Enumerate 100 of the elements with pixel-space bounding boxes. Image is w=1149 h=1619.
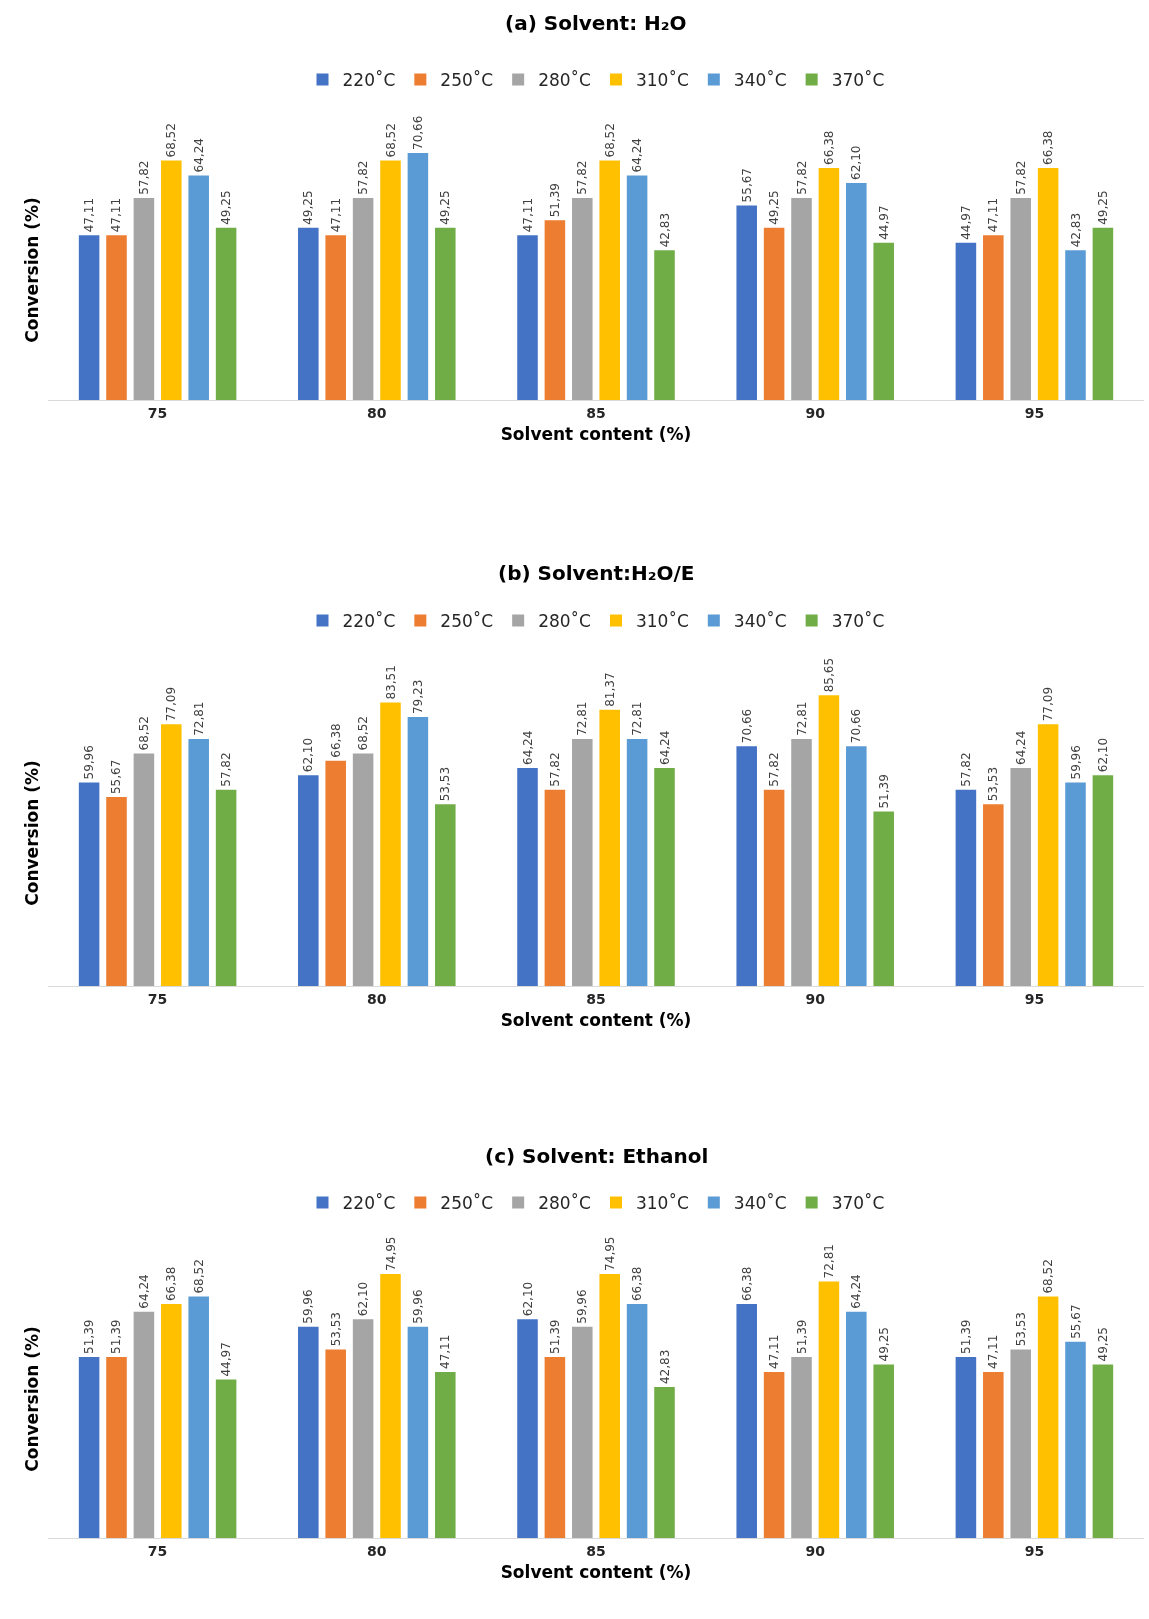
legend-label: 280˚C [538, 1193, 591, 1214]
bar [1065, 1341, 1086, 1538]
bar [1010, 197, 1031, 400]
bar [407, 717, 429, 986]
bar [955, 1356, 977, 1538]
data-label: 72,81 [821, 1244, 836, 1279]
data-label: 62,10 [301, 737, 316, 773]
bar [1010, 1349, 1031, 1538]
data-label: 57,82 [356, 160, 371, 195]
data-label: 49,25 [1095, 1327, 1110, 1362]
data-label: 85,65 [821, 657, 836, 693]
x-tick-label: 75 [147, 990, 168, 1007]
data-label: 64,24 [136, 1274, 151, 1309]
data-label: 74,95 [383, 1236, 398, 1271]
bar [846, 182, 867, 400]
bar [325, 760, 346, 986]
bar [106, 797, 127, 986]
data-label: 68,52 [356, 716, 371, 751]
data-label: 83,51 [383, 665, 398, 700]
legend-label: 370˚C [831, 70, 885, 91]
data-label: 66,38 [630, 1266, 645, 1302]
data-label: 57,82 [794, 160, 809, 195]
bar [380, 1273, 401, 1538]
bar [626, 738, 648, 986]
data-label: 72,81 [575, 701, 590, 736]
bar [352, 1319, 374, 1538]
data-label: 68,52 [191, 1259, 206, 1294]
bar [1037, 724, 1059, 986]
data-label: 49,25 [438, 190, 453, 225]
data-label: 66,38 [164, 1266, 179, 1302]
bar [544, 1356, 566, 1538]
bar [736, 205, 757, 400]
legend-label: 310˚C [635, 70, 689, 91]
bar [188, 175, 209, 400]
bar [407, 153, 429, 400]
bar [517, 767, 538, 986]
bar [1037, 167, 1059, 400]
data-label: 57,82 [1013, 160, 1028, 195]
bar [435, 804, 456, 986]
data-label: 51,39 [876, 774, 891, 809]
bar [983, 804, 1004, 986]
data-label: 57,82 [958, 752, 973, 787]
legend-label: 250˚C [440, 611, 494, 632]
data-label: 53,53 [438, 766, 453, 802]
data-label: 55,67 [739, 168, 754, 203]
data-label: 66,38 [1041, 130, 1056, 165]
data-label: 74,95 [602, 1236, 617, 1271]
data-label: 57,82 [136, 160, 151, 195]
legend-label: 250˚C [440, 1193, 494, 1214]
data-label: 70,66 [410, 115, 425, 150]
bar [544, 220, 566, 400]
bar [599, 1273, 620, 1538]
data-label: 47,11 [767, 1334, 782, 1369]
data-label: 68,52 [1041, 1259, 1056, 1294]
legend-label: 280˚C [538, 70, 591, 91]
data-label: 47,11 [109, 197, 124, 233]
x-tick-label: 95 [1024, 1542, 1045, 1559]
bar [215, 227, 237, 400]
bar [1037, 1296, 1059, 1538]
bar [599, 160, 620, 400]
bar [983, 235, 1004, 400]
data-label: 44,97 [876, 205, 891, 240]
data-label: 51,39 [547, 183, 562, 218]
data-label: 72,81 [191, 701, 206, 736]
data-label: 81,37 [602, 672, 617, 707]
chart-title: (a) Solvent: H₂O [505, 11, 687, 35]
x-tick-label: 75 [147, 404, 168, 421]
bar [161, 724, 182, 986]
data-label: 49,25 [301, 190, 316, 225]
data-label: 62,10 [1095, 737, 1110, 773]
bar [763, 227, 785, 400]
data-label: 68,52 [602, 123, 617, 158]
data-label: 57,82 [219, 752, 234, 787]
bar [736, 746, 757, 986]
data-label: 66,38 [821, 130, 836, 165]
data-label: 59,96 [575, 1289, 590, 1324]
legend-label: 370˚C [831, 1193, 885, 1214]
data-label: 47,11 [520, 197, 535, 233]
bar [572, 738, 593, 986]
data-label: 51,39 [794, 1319, 809, 1354]
chart-title: (c) Solvent: Ethanol [485, 1144, 709, 1168]
bar [791, 197, 812, 400]
bar [215, 1379, 237, 1538]
bar [544, 789, 566, 986]
bar [846, 1311, 867, 1538]
bar [626, 1304, 648, 1538]
bar [1092, 227, 1114, 400]
data-label: 70,66 [739, 708, 754, 744]
y-axis-title: Conversion (%) [21, 197, 42, 343]
data-label: 42,83 [657, 1349, 672, 1385]
bar [818, 695, 840, 986]
bar [161, 160, 182, 400]
bar [955, 242, 977, 400]
data-label: 51,39 [958, 1319, 973, 1354]
bar [654, 767, 675, 986]
bar [763, 1372, 785, 1538]
bar [873, 811, 894, 986]
data-label: 66,38 [328, 723, 343, 758]
x-tick-label: 95 [1024, 990, 1045, 1007]
bar [78, 235, 100, 400]
